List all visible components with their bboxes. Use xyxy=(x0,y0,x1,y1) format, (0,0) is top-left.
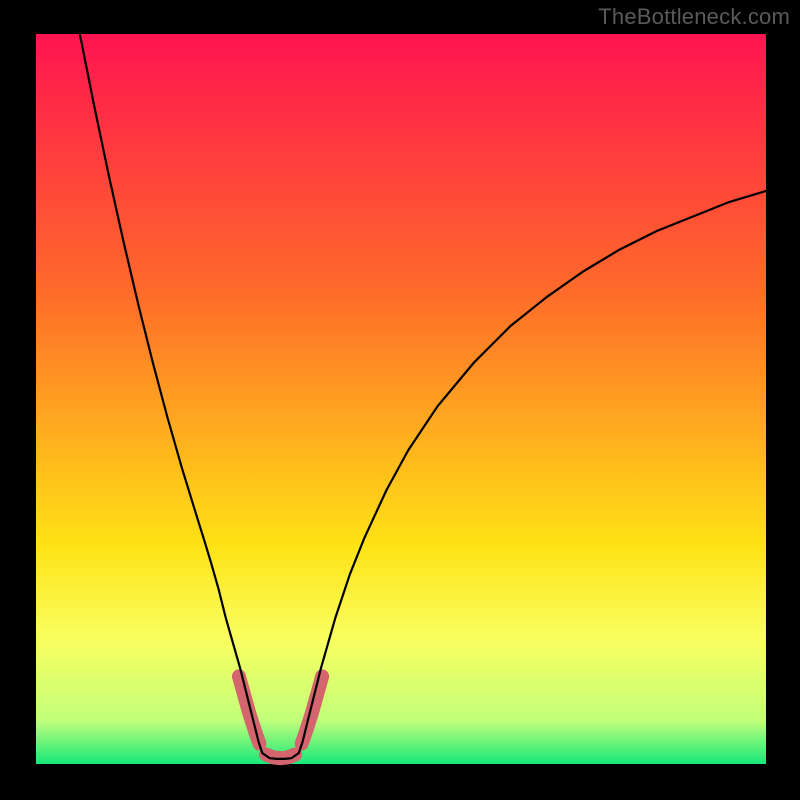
bottleneck-curve xyxy=(80,34,766,759)
chart-svg xyxy=(36,34,766,764)
plot-area xyxy=(36,34,766,764)
watermark-text: TheBottleneck.com xyxy=(598,4,790,30)
